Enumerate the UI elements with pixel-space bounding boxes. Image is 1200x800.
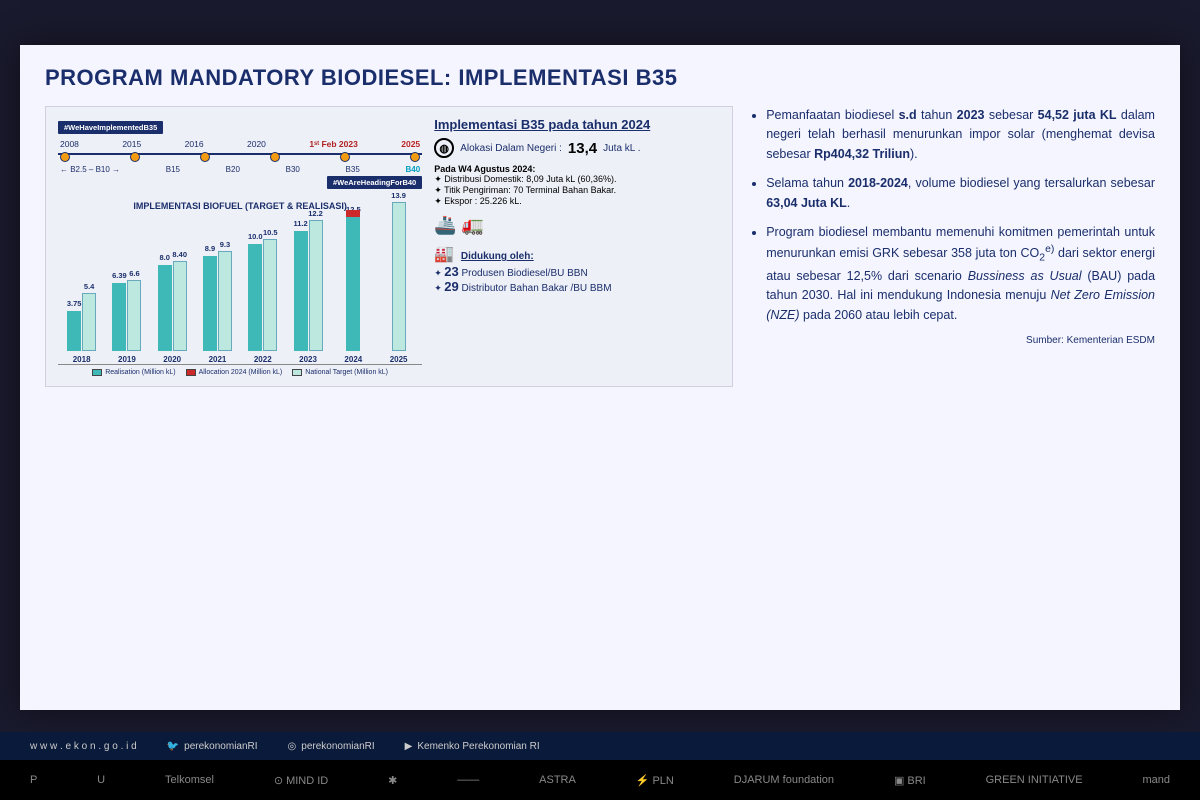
b35-info-box: Implementasi B35 pada tahun 2024 ◍ Aloka…	[434, 117, 720, 376]
right-bullets: Pemanfaatan biodiesel s.d tahun 2023 seb…	[748, 106, 1155, 387]
chart-box: IMPLEMENTASI BIOFUEL (TARGET & REALISASI…	[58, 201, 422, 376]
alokasi-row: ◍ Alokasi Dalam Negeri : 13,4 Juta kL .	[434, 138, 720, 158]
alokasi-unit: Juta kL .	[603, 143, 640, 154]
timeline-blend-labels: ← B2.5 – B10 →B15B20B30B35B40	[58, 165, 422, 174]
timeline-bottom-tag: #WeAreHeadingForB40	[58, 176, 422, 189]
sponsor-logo: ▣ BRI	[894, 774, 926, 787]
timeline-years: 20082015201620201ˢᵗ Feb 20232025	[58, 139, 422, 149]
alokasi-value: 13,4	[568, 140, 597, 157]
slide-container: PROGRAM MANDATORY BIODIESEL: IMPLEMENTAS…	[20, 45, 1180, 710]
sponsor-logo: ⊙ MIND ID	[274, 774, 328, 787]
bullet-2: Selama tahun 2018-2024, volume biodiesel…	[766, 174, 1155, 213]
bullet-1: Pemanfaatan biodiesel s.d tahun 2023 seb…	[766, 106, 1155, 164]
timeline-dots	[58, 152, 422, 162]
timeline-box: #WeHaveImplementedB35 20082015201620201ˢ…	[58, 117, 422, 376]
alokasi-label: Alokasi Dalam Negeri :	[460, 143, 562, 154]
support-line-2: 29 Distributor Bahan Bakar /BU BBM	[434, 279, 720, 294]
chart-legend: Realisation (Million kL) Allocation 2024…	[58, 369, 422, 376]
content-row: #WeHaveImplementedB35 20082015201620201ˢ…	[45, 106, 1155, 387]
sponsor-logo: GREEN INITIATIVE	[986, 774, 1083, 786]
august-head: Pada W4 Agustus 2024:	[434, 164, 720, 174]
twitter-icon: 🐦	[167, 741, 179, 752]
transport-icon: 🚢 🚛	[434, 215, 720, 236]
footer-url: w w w . e k o n . g o . i d	[30, 741, 137, 752]
instagram-icon: ◎	[288, 741, 297, 752]
youtube-icon: ▶	[405, 741, 413, 752]
chart-title: IMPLEMENTASI BIOFUEL (TARGET & REALISASI…	[58, 201, 422, 211]
source-label: Sumber: Kementerian ESDM	[748, 335, 1155, 346]
gauge-icon: ◍	[434, 138, 454, 158]
sponsor-logo: DJARUM foundation	[734, 774, 834, 786]
legend-target: National Target (Million kL)	[292, 369, 388, 376]
didukung-head: Didukung oleh:	[461, 251, 534, 262]
hashtag-bottom: #WeAreHeadingForB40	[327, 176, 422, 189]
footer-twitter: 🐦perekonomianRI	[167, 741, 258, 752]
left-panel: #WeHaveImplementedB35 20082015201620201ˢ…	[45, 106, 733, 387]
timeline-wrap: 20082015201620201ˢᵗ Feb 20232025 ← B2.5 …	[58, 139, 422, 189]
sponsor-logo: ⚡ PLN	[636, 774, 674, 787]
sponsor-logo: mand	[1143, 774, 1171, 786]
footer-youtube: ▶Kemenko Perekonomian RI	[405, 741, 540, 752]
didukung-block: 🏭 Didukung oleh: 23 Produsen Biodiesel/B…	[434, 244, 720, 294]
sponsor-logo: Telkomsel	[165, 774, 214, 786]
sponsor-logo: ASTRA	[539, 774, 576, 786]
sponsor-logo: P	[30, 774, 37, 786]
bar-chart: 3.755.420186.396.620198.08.4020208.99.32…	[58, 215, 422, 365]
left-top-row: #WeHaveImplementedB35 20082015201620201ˢ…	[58, 117, 720, 376]
slide-title: PROGRAM MANDATORY BIODIESEL: IMPLEMENTAS…	[45, 65, 1155, 91]
bullet-3: Program biodiesel membantu memenuhi komi…	[766, 223, 1155, 325]
sponsor-logo: ——	[457, 774, 479, 786]
sponsor-strip: P U Telkomsel ⊙ MIND ID ✱ —— ASTRA ⚡ PLN DJARUM …	[0, 760, 1200, 800]
footer-instagram: ◎perekonomianRI	[288, 741, 375, 752]
legend-allocation: Allocation 2024 (Million kL)	[186, 369, 283, 376]
footer-bar: w w w . e k o n . g o . i d 🐦perekonomia…	[0, 732, 1200, 760]
august-block: Pada W4 Agustus 2024: Distribusi Domesti…	[434, 164, 720, 207]
sponsor-logo: U	[97, 774, 105, 786]
b35-heading: Implementasi B35 pada tahun 2024	[434, 117, 720, 132]
support-line-1: 23 Produsen Biodiesel/BU BBN	[434, 264, 720, 279]
legend-realization: Realisation (Million kL)	[92, 369, 175, 376]
sponsor-logo: ✱	[388, 774, 397, 787]
factory-icon: 🏭	[434, 244, 454, 264]
hashtag-top: #WeHaveImplementedB35	[58, 121, 163, 134]
